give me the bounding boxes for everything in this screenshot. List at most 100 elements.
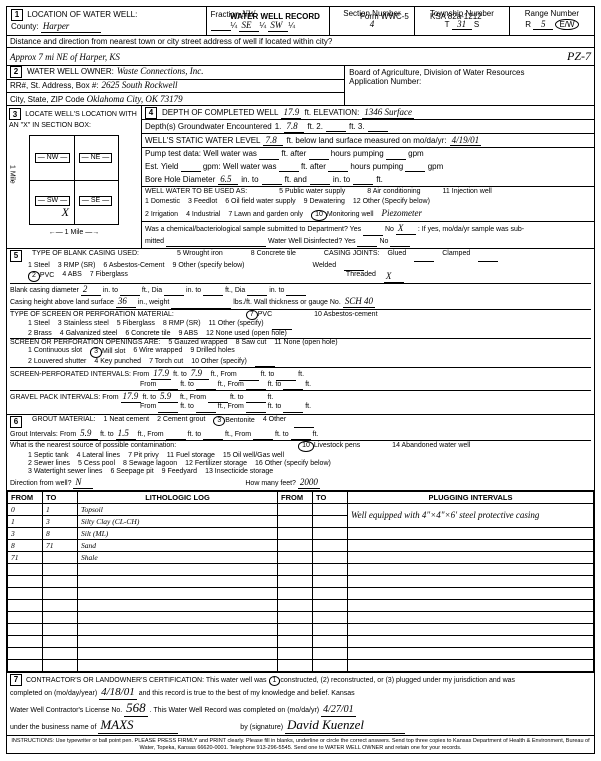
section-box: — NW — — NE — — SW —X — SE —	[29, 135, 119, 225]
feet-val: 2000	[298, 477, 320, 489]
depth-val: 17.9	[281, 107, 301, 119]
sec34-row: 3 LOCATE WELL'S LOCATION WITH AN "X" IN …	[7, 106, 594, 249]
mile-bottom: 1 Mile	[65, 229, 84, 236]
table-row: 71 Shale	[8, 551, 594, 563]
dir-label: Direction from well?	[10, 480, 71, 487]
table-row: 8 71 Sand	[8, 539, 594, 551]
bore-label: Bore Hole Diameter	[145, 175, 215, 185]
quad-ne: — NE —	[73, 136, 118, 181]
cert-label: CONTRACTOR'S OR LANDOWNER'S CERTIFICATIO…	[26, 677, 204, 684]
th-from: FROM	[8, 491, 43, 503]
spi-f1: 17.9	[151, 368, 171, 380]
rng-val: 5	[533, 19, 553, 31]
city-val: Oklahoma City, OK 73179	[87, 94, 183, 104]
gpi-label: GRAVEL PACK INTERVALS:	[10, 394, 100, 401]
lic-label: Water Well Contractor's License No.	[10, 707, 122, 714]
q3: ¼	[288, 21, 295, 30]
table-row	[8, 623, 594, 635]
bcd-val: 2	[81, 284, 101, 296]
gauge-val: SCH 40	[343, 296, 375, 308]
static-label: WELL'S STATIC WATER LEVEL	[145, 136, 260, 146]
gi-t1: 1.5	[116, 428, 136, 440]
chem-nox: X	[396, 223, 416, 235]
sec-6: 6	[10, 416, 22, 428]
table-row: 0 1 Topsoil Well equipped with 4"×4"×6' …	[8, 503, 594, 515]
gpi-f1: 17.9	[121, 391, 141, 403]
sig-label: by (signature)	[240, 724, 283, 731]
mile-left: 1 Mile	[7, 165, 15, 184]
owner-row: 2 WATER WELL OWNER: Waste Connections, In…	[7, 66, 594, 107]
compl-val: 4/18/01	[99, 686, 137, 700]
table-row: 3 8 Silt (ML)	[8, 527, 594, 539]
feet-label: How many feet?	[245, 480, 296, 487]
rng-ew: E/W	[555, 19, 578, 31]
dist-label: Distance and direction from nearest town…	[10, 37, 332, 47]
pww: Well water was	[203, 149, 257, 158]
pafter: ft. after	[281, 149, 306, 158]
gi-f1: 5.9	[78, 428, 98, 440]
distance-row: Distance and direction from nearest town…	[7, 36, 594, 49]
sec6: 6 GROUT MATERIAL: 1 Neat cement 2 Cement…	[7, 415, 594, 491]
sec-2: 2	[10, 66, 22, 78]
sec-5: 5	[10, 250, 22, 262]
county-label: County:	[11, 22, 39, 31]
depth-label: DEPTH OF COMPLETED WELL	[162, 108, 278, 118]
pz: PZ-7	[567, 49, 591, 63]
dis-label: Water Well Disinfected?	[268, 238, 342, 245]
gi-label: Grout Intervals:	[10, 431, 58, 438]
rr-label: RR#, St. Address, Box #:	[10, 81, 98, 91]
th-plug: PLUGGING INTERVALS	[348, 491, 594, 503]
spi-label: SCREEN-PERFORATED INTERVALS:	[10, 371, 131, 378]
sec-3: 3	[9, 108, 21, 120]
static-val: 7.8	[263, 135, 283, 147]
app-label: Application Number:	[349, 77, 421, 86]
form-container: 1 LOCATION OF WATER WELL: County: Harper…	[6, 6, 595, 754]
sec-7: 7	[10, 674, 22, 686]
county-val: Harper	[41, 21, 101, 33]
gpi-t1: 5.9	[158, 391, 178, 403]
table-row	[8, 599, 594, 611]
phrs: hours pumping	[331, 149, 384, 158]
ksa: KSA 82a-1212	[430, 12, 482, 22]
sec5: 5 TYPE OF BLANK CASING USED: 5 Wrought i…	[7, 249, 594, 415]
sec3-label: LOCATE WELL'S LOCATION WITH AN "X" IN SE…	[9, 112, 137, 130]
sec-1: 1	[11, 9, 23, 21]
th-to: TO	[43, 491, 78, 503]
bcd-label: Blank casing diameter	[10, 287, 79, 294]
spi-t1: 7.9	[189, 368, 209, 380]
rng-r: R	[525, 20, 531, 29]
th-from2: FROM	[278, 491, 313, 503]
quad-sw: — SW —X	[30, 179, 75, 224]
owner-val: Waste Connections, Inc.	[117, 66, 204, 77]
owner-label: WATER WELL OWNER:	[27, 67, 114, 77]
use-label: WELL WATER TO BE USED AS:	[145, 188, 247, 195]
casing-label: TYPE OF BLANK CASING USED:	[32, 250, 139, 262]
quad-se: — SE —	[73, 179, 118, 224]
sec7: 7 CONTRACTOR'S OR LANDOWNER'S CERTIFICAT…	[7, 672, 594, 735]
th-log: LITHOLOGIC LOG	[78, 491, 278, 503]
q1: ¼	[231, 21, 238, 30]
use10v: Piezometer	[382, 208, 423, 219]
distance-val-row: Approx 7 mi NE of Harper, KS PZ-7	[7, 48, 594, 65]
th-to2: TO	[313, 491, 348, 503]
rr-val: 2625 South Rockwell	[101, 80, 177, 91]
instructions: INSTRUCTIONS: Use typewriter or ball poi…	[7, 735, 594, 753]
sig-val: David Kuenzel	[285, 717, 405, 734]
table-row	[8, 647, 594, 659]
rec-date: 4/27/01	[321, 704, 356, 717]
quad-nw: — NW —	[30, 136, 75, 181]
gw1: 7.8	[284, 121, 304, 133]
log-table: FROM TO LITHOLOGIC LOG FROM TO PLUGGING …	[7, 491, 594, 672]
height-val: 36	[116, 296, 136, 308]
dist-val: Approx 7 mi NE of Harper, KS	[10, 52, 120, 63]
elev-val: 1346 Surface	[362, 107, 414, 119]
est-label: Est. Yield	[145, 162, 178, 171]
table-row	[8, 575, 594, 587]
lic-val: 568	[124, 700, 148, 717]
compl-label: completed on (mo/day/year)	[10, 690, 97, 697]
chem-label: Was a chemical/bacteriological sample su…	[145, 226, 348, 233]
business-val: MAXS	[98, 717, 178, 734]
grout-label: GROUT MATERIAL:	[32, 416, 96, 428]
cj4x: X	[384, 271, 404, 283]
gw-label: Depth(s) Groundwater Encountered	[145, 122, 272, 132]
